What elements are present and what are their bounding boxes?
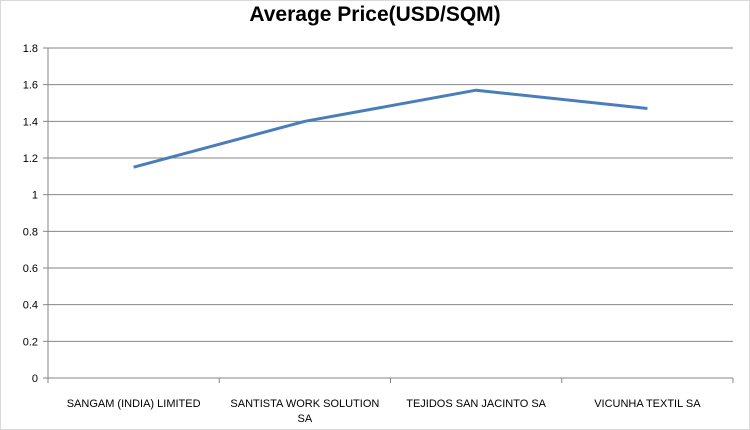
x-tick-label: VICUNHA TEXTIL SA <box>594 398 701 410</box>
series-line <box>133 88 648 169</box>
x-tick-label: SANTISTA WORK SOLUTION <box>230 398 379 410</box>
y-tick-label: 0.4 <box>23 300 38 312</box>
y-tick-label: 0 <box>32 373 38 385</box>
y-tick-label: 1.4 <box>23 116 38 128</box>
gridlines <box>48 47 733 342</box>
x-tick-label: SA <box>298 413 313 425</box>
x-axis-ticks <box>47 378 734 383</box>
y-tick-label: 0.8 <box>23 226 38 238</box>
y-tick-label: 1.6 <box>23 80 38 92</box>
y-axis-ticks: 0 0.2 0.4 0.6 0.8 1 1.2 1.4 1.6 1.8 <box>23 43 48 385</box>
y-tick-label: 1.2 <box>23 153 38 165</box>
x-tick-label: TEJIDOS SAN JACINTO SA <box>406 398 546 410</box>
y-tick-label: 0.2 <box>23 336 38 348</box>
y-tick-label: 1 <box>32 190 38 202</box>
chart-title: Average Price(USD/SQM) <box>249 3 501 26</box>
y-tick-label: 0.6 <box>23 263 38 275</box>
x-axis-labels: SANGAM (INDIA) LIMITED SANTISTA WORK SOLU… <box>67 398 702 425</box>
y-tick-label: 1.8 <box>23 43 38 55</box>
x-tick-label: SANGAM (INDIA) LIMITED <box>67 398 201 410</box>
